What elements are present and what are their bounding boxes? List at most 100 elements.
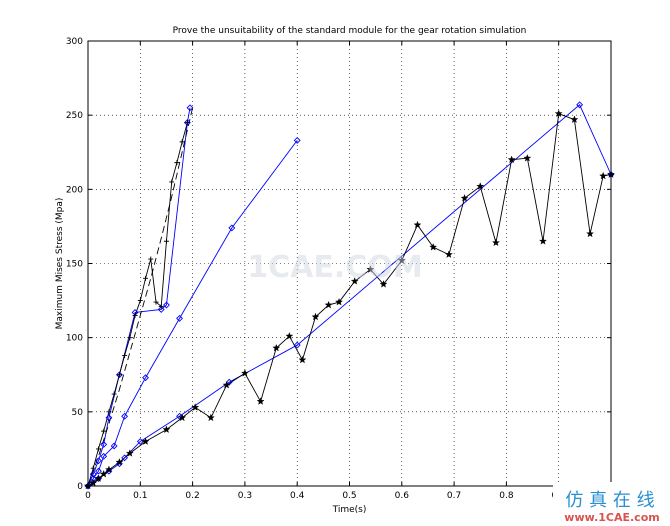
data-point-5-33 — [539, 237, 547, 245]
data-point-5-19 — [324, 300, 333, 309]
data-point-5-10 — [191, 403, 200, 411]
x-tick-label: 0.6 — [395, 491, 410, 501]
data-point-1-19 — [184, 120, 190, 126]
data-point-5-32 — [523, 154, 532, 162]
data-point-1-17 — [174, 160, 180, 166]
x-tick-label: 0.1 — [133, 491, 147, 501]
data-point-5-31 — [507, 155, 516, 164]
x-tick-label: 0.2 — [185, 491, 199, 501]
watermark-corner-cn: 仿 真 在 线 — [565, 490, 654, 511]
data-point-1-7 — [122, 352, 128, 358]
data-point-5-26 — [429, 243, 438, 251]
chart-title: Prove the unsuitability of the standard … — [173, 26, 527, 36]
data-point-5-9 — [178, 413, 187, 422]
data-point-5-1 — [89, 478, 98, 487]
data-point-5-35 — [570, 115, 579, 123]
data-point-5-18 — [311, 312, 320, 321]
data-point-5-8 — [162, 425, 171, 434]
data-point-1-18 — [179, 139, 185, 145]
watermark-corner-url: www.1CAE.com — [564, 511, 659, 524]
data-point-3-2 — [95, 467, 102, 475]
x-tick-label: 0 — [85, 491, 91, 501]
data-point-5-6 — [125, 449, 134, 457]
data-point-5-2 — [94, 474, 103, 482]
data-point-5-17 — [298, 355, 307, 364]
x-axis-label: Time(s) — [332, 505, 367, 515]
data-point-0-7 — [157, 306, 165, 313]
watermark-corner-bg — [553, 482, 668, 524]
data-point-3-9 — [293, 136, 301, 144]
data-point-5-30 — [491, 238, 500, 247]
data-point-0-2 — [95, 457, 102, 465]
data-point-5-38 — [607, 170, 615, 178]
data-point-4-4 — [121, 454, 129, 462]
data-point-1-11 — [143, 275, 149, 281]
data-point-5-16 — [285, 332, 294, 340]
data-point-5-34 — [554, 109, 563, 118]
data-point-1-13 — [153, 299, 159, 305]
data-point-5-14 — [256, 397, 265, 405]
series-line-1 — [87, 122, 188, 487]
data-point-5-7 — [141, 437, 150, 445]
data-point-4-9 — [576, 101, 584, 109]
x-tick-label: 0.8 — [499, 491, 514, 501]
data-point-5-28 — [460, 194, 469, 202]
data-point-5-15 — [272, 343, 281, 352]
y-tick-label: 50 — [72, 408, 84, 418]
data-point-5-22 — [366, 265, 375, 273]
y-tick-label: 300 — [66, 37, 83, 47]
data-point-5-4 — [104, 465, 113, 474]
x-tick-label: 0.5 — [342, 491, 356, 501]
watermark-center: 1CAE.COM — [247, 250, 422, 285]
data-point-1-6 — [116, 372, 122, 378]
data-point-1-14 — [158, 304, 164, 310]
data-point-0-3 — [100, 441, 108, 448]
data-point-4-2 — [105, 467, 113, 475]
y-tick-label: 250 — [66, 111, 83, 121]
data-point-4-8 — [293, 341, 301, 349]
data-point-4-3 — [115, 460, 123, 468]
data-point-1-8 — [127, 335, 133, 341]
data-point-5-5 — [115, 458, 124, 466]
plot-area — [87, 40, 612, 487]
data-point-0-1 — [89, 470, 97, 478]
data-point-0-10 — [186, 104, 194, 112]
series-line-2 — [87, 107, 194, 487]
data-point-3-5 — [121, 412, 129, 420]
data-point-5-12 — [222, 380, 231, 389]
data-point-5-25 — [413, 220, 422, 229]
x-tick-label: 0.4 — [290, 491, 305, 501]
data-point-5-29 — [476, 182, 485, 190]
data-point-3-8 — [228, 224, 236, 232]
data-point-1-15 — [163, 238, 169, 244]
data-point-1-2 — [95, 446, 101, 452]
data-point-5-3 — [99, 469, 108, 478]
y-tick-label: 150 — [66, 260, 83, 270]
data-point-5-21 — [350, 277, 359, 285]
data-point-5-37 — [599, 171, 608, 180]
data-point-1-12 — [148, 256, 154, 262]
data-point-0-4 — [105, 414, 113, 422]
data-point-0-8 — [163, 301, 170, 309]
y-tick-label: 100 — [66, 334, 83, 344]
data-point-5-24 — [397, 256, 406, 264]
data-point-5-11 — [206, 413, 215, 422]
data-point-1-4 — [106, 409, 112, 415]
data-point-5-36 — [586, 229, 595, 238]
y-tick-label: 200 — [66, 185, 83, 195]
y-tick-label: 0 — [77, 482, 83, 492]
data-point-5-27 — [444, 250, 453, 258]
data-point-5-0 — [84, 481, 92, 490]
data-point-0-9 — [183, 119, 191, 127]
data-point-0-5 — [115, 371, 123, 379]
markers-group — [84, 101, 615, 490]
data-point-1-10 — [137, 298, 143, 304]
data-point-3-4 — [110, 442, 118, 450]
data-point-4-7 — [225, 378, 233, 386]
data-point-1-1 — [90, 465, 96, 471]
x-tick-label: 0.3 — [238, 491, 252, 501]
data-point-5-20 — [335, 297, 344, 306]
data-point-5-13 — [240, 369, 249, 377]
data-point-3-3 — [100, 452, 108, 460]
